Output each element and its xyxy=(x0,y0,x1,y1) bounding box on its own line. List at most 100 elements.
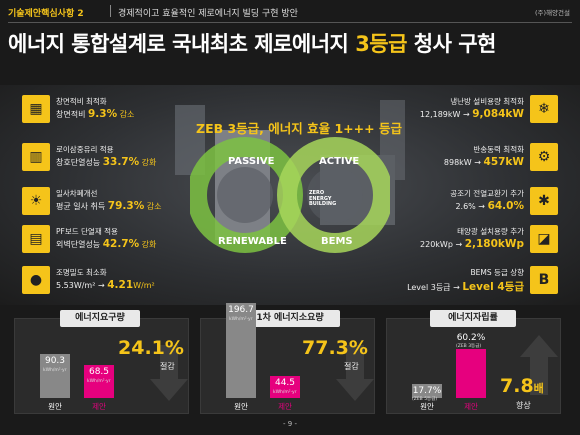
primary-energy-reduction-label: 절감 xyxy=(344,362,359,371)
right-feature: ◪ 태양광 설치용량 추가 220kWp → 2,180kWp xyxy=(388,225,558,261)
x-axis-label: 원안 xyxy=(420,402,434,411)
feature-pre: 창면적비 xyxy=(56,110,88,119)
window-icon: ▦ xyxy=(22,95,50,123)
energy-demand-reduction: 24.1% xyxy=(118,337,184,359)
feature-value-line: 창면적비 9.3% 감소 xyxy=(56,108,134,120)
feature-value-line: 220kWp → 2,180kWp xyxy=(420,238,524,250)
bar-value-label: 90.3 xyxy=(44,356,66,366)
feature-title: 반송동력 최적화 xyxy=(473,145,524,154)
up-arrow-shape xyxy=(520,335,558,395)
logo-line-1: ZERO xyxy=(309,190,325,196)
zero-energy-building-logo: ZERO ENERGY BUILDING xyxy=(309,190,337,208)
bar-unit-label: kWh/m²·yr xyxy=(273,390,297,395)
solar-panel-icon: ◪ xyxy=(530,225,558,253)
logo-line-2: ENERGY xyxy=(309,195,332,202)
zeb-grade-title: ZEB 3등급, 에너지 효율 1+++ 등급 xyxy=(196,121,402,136)
feature-value-line: 898kW → 457kW xyxy=(444,156,524,168)
right-feature: ✱ 공조기 전열교환기 추가 2.6% → 64.0% xyxy=(388,187,558,223)
title-part-2: 청사 구현 xyxy=(406,32,497,56)
feature-value-line: Level 3등급 → Level 4등급 xyxy=(407,279,524,294)
independence-multiplier-unit: 배 xyxy=(533,382,544,395)
down-arrow-shape-1 xyxy=(150,345,188,401)
feature-pre: 12,189kW → xyxy=(419,110,473,119)
energy-independence-label: 향상 xyxy=(516,401,531,410)
feature-pre: 평균 일사 취득 xyxy=(56,202,108,211)
feature-title: 로이삼중유리 적용 xyxy=(56,145,114,154)
feature-value-line: 12,189kW → 9,084kW xyxy=(420,108,524,120)
right-feature: ⚙ 반송동력 최적화 898kW → 457kW xyxy=(388,143,558,179)
bar-value-label: 68.5 xyxy=(88,367,110,377)
feature-title: 일사차폐개선 xyxy=(56,189,98,198)
page-number: - 9 - xyxy=(283,420,297,428)
header-divider xyxy=(8,22,572,23)
feature-value-line: 외벽단열성능 42.7% 강화 xyxy=(56,238,156,250)
feature-value-line: 창호단열성능 33.7% 강화 xyxy=(56,156,156,168)
feature-value-line: 5.53W/m² → 4.21W/m² xyxy=(56,279,155,291)
bar-value-label: 196.7 xyxy=(228,305,254,315)
primary-energy-reduction: 77.3% xyxy=(302,337,368,359)
header-separator xyxy=(110,5,111,17)
feature-pre: 5.53W/m² → xyxy=(56,281,108,290)
title-highlight: 3등급 xyxy=(355,32,407,56)
feature-post: W/m² xyxy=(133,281,155,290)
x-axis-label: 원안 xyxy=(48,402,62,411)
bems-icon: B xyxy=(530,266,558,294)
energy-demand-reduction-label: 절감 xyxy=(160,362,175,371)
bar-note: (ZEB 3등급) xyxy=(456,344,482,349)
feature-title: 공조기 전열교환기 추가 xyxy=(450,189,524,198)
renewable-label: RENEWABLE xyxy=(218,236,287,247)
bar-제안 xyxy=(270,376,300,398)
bar-value-label: 44.5 xyxy=(274,378,296,388)
bar-unit-label: kWh/m²·yr xyxy=(229,317,253,322)
feature-title: PF보드 단열재 적용 xyxy=(56,227,118,236)
bar-note: (ZEB 5등급) xyxy=(412,397,438,402)
feature-title: BEMS 등급 상향 xyxy=(470,268,524,277)
x-axis-label: 제안 xyxy=(278,402,292,411)
feature-value: 33.7% xyxy=(102,156,140,168)
feature-value-line: 2.6% → 64.0% xyxy=(455,200,524,212)
bar-제안 xyxy=(456,349,486,398)
bar-원안 xyxy=(40,354,70,398)
energy-independence-increase: 7.8배 xyxy=(500,375,544,397)
feature-post: 감소 xyxy=(117,110,135,119)
insulation-icon: ▤ xyxy=(22,225,50,253)
feature-title: 조명밀도 최소화 xyxy=(56,268,107,277)
feature-pre: 창호단열성능 xyxy=(56,158,103,167)
energy-loop-diagram xyxy=(190,137,390,253)
feature-post: 강화 xyxy=(139,240,157,249)
x-axis-label: 제안 xyxy=(464,402,478,411)
feature-post: 감소 xyxy=(144,202,162,211)
bems-label: BEMS xyxy=(321,236,353,247)
feature-title: 냉난방 설비용량 최적화 xyxy=(450,97,524,106)
feature-value: 42.7% xyxy=(102,238,140,250)
bar-제안 xyxy=(84,365,114,398)
feature-value: 2,180kWp xyxy=(464,238,524,250)
feature-title: 태양광 설치용량 추가 xyxy=(457,227,524,236)
right-feature: B BEMS 등급 상향 Level 3등급 → Level 4등급 xyxy=(388,266,558,302)
feature-post: 강화 xyxy=(139,158,157,167)
feature-title: 창면적비 최적화 xyxy=(56,97,107,106)
panel-title-primary-energy: 1차 에너지소요량 xyxy=(240,310,340,327)
panel-title-energy-demand: 에너지요구량 xyxy=(60,310,140,327)
feature-pre: 220kWp → xyxy=(420,240,465,249)
bar-value-label: 17.7% xyxy=(412,386,442,396)
lamp-icon: ● xyxy=(22,266,50,294)
bar-value-label: 60.2% xyxy=(456,333,486,343)
panel-title-energy-independence: 에너지자립률 xyxy=(430,310,516,327)
bar-unit-label: kWh/m²·yr xyxy=(87,379,111,384)
header-subtitle: 경제적이고 효율적인 제로에너지 빌딩 구현 방안 xyxy=(118,9,298,19)
glass-icon: ▥ xyxy=(22,143,50,171)
x-axis-label: 제안 xyxy=(92,402,106,411)
feature-value-line: 평균 일사 취득 79.3% 감소 xyxy=(56,200,162,212)
header-tag: 기술제안핵심사항 2 xyxy=(8,9,84,19)
logo-line-3: BUILDING xyxy=(309,201,337,207)
feature-value: 9,084kW xyxy=(472,108,524,120)
x-axis-label: 원안 xyxy=(234,402,248,411)
bar-unit-label: kWh/m²·yr xyxy=(43,368,67,373)
feature-value: 4.21 xyxy=(107,279,134,291)
fan-icon: ✱ xyxy=(530,187,558,215)
feature-pre: 외벽단열성능 xyxy=(56,240,103,249)
active-label: ACTIVE xyxy=(319,156,360,167)
